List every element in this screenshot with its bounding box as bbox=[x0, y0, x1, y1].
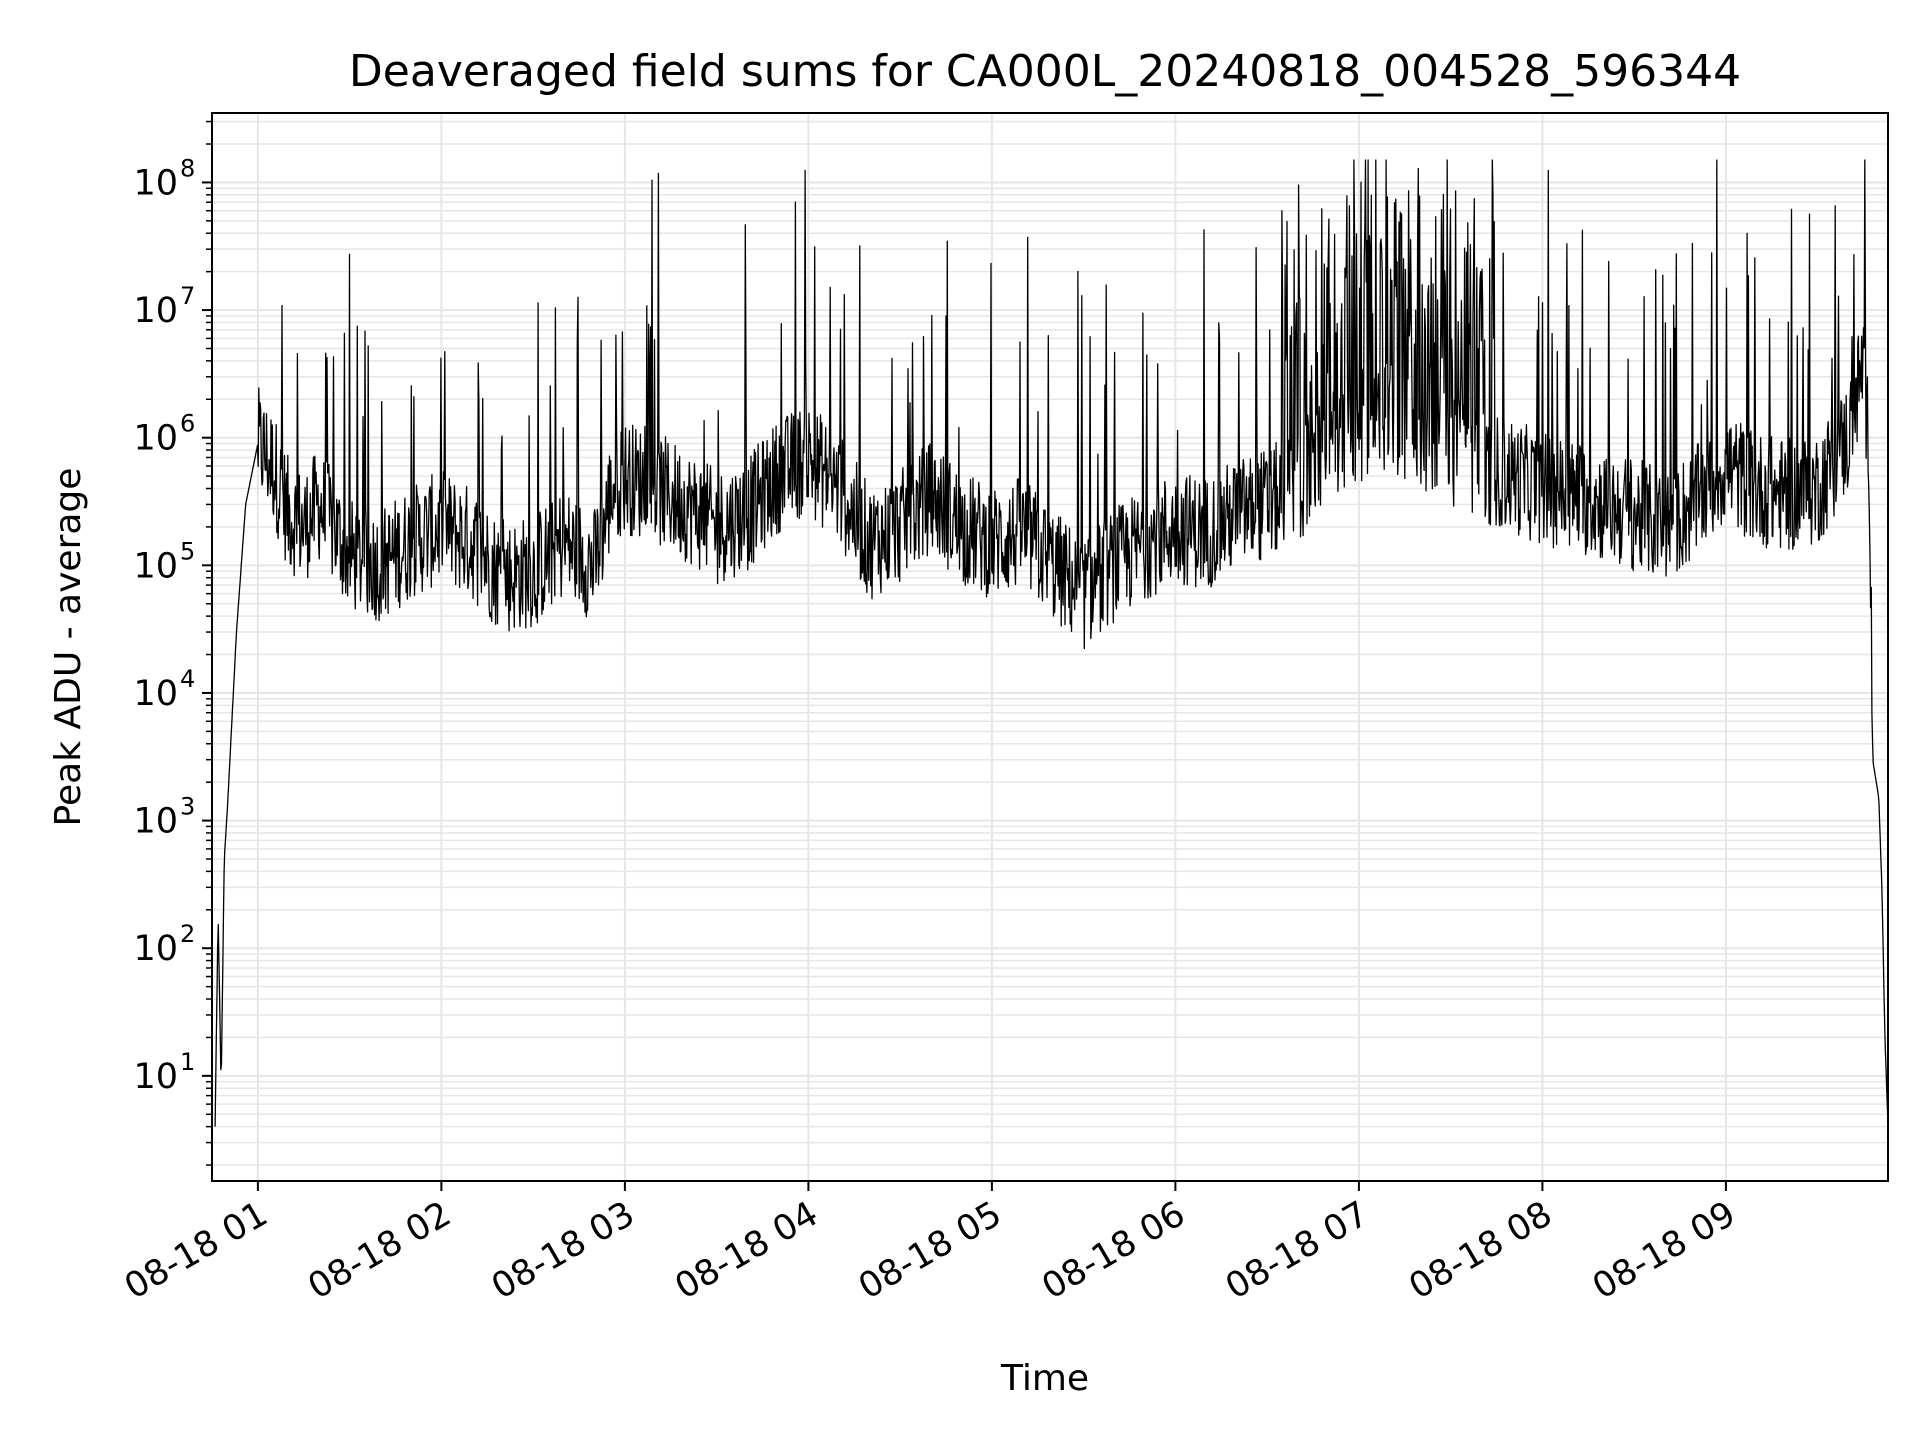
y-tick-base: 10 bbox=[133, 546, 178, 586]
y-tick-base: 10 bbox=[133, 1057, 178, 1097]
y-tick-exponent: 3 bbox=[180, 793, 195, 821]
grid bbox=[212, 113, 1888, 1181]
x-tick-label: 08-18 01 bbox=[118, 1194, 274, 1307]
chart-title: Deaveraged field sums for CA000L_2024081… bbox=[349, 46, 1741, 97]
x-tick-label: 08-18 04 bbox=[669, 1194, 825, 1307]
x-axis-label: Time bbox=[1000, 1358, 1089, 1399]
y-tick-exponent: 4 bbox=[180, 665, 195, 693]
y-tick-exponent: 8 bbox=[180, 154, 195, 182]
y-tick-base: 10 bbox=[133, 291, 178, 331]
y-tick-label: 10 bbox=[133, 419, 178, 459]
x-tick-label: 08-18 03 bbox=[485, 1194, 641, 1307]
x-tick-label: 08-18 06 bbox=[1036, 1194, 1192, 1307]
y-tick-label: 10 bbox=[133, 802, 178, 842]
y-tick-base: 10 bbox=[133, 163, 178, 203]
y-axis-label: Peak ADU - average bbox=[48, 468, 89, 827]
y-tick-label: 10 bbox=[133, 546, 178, 586]
y-tick-label: 10 bbox=[133, 1057, 178, 1097]
x-tick-label: 08-18 07 bbox=[1219, 1194, 1375, 1307]
y-tick-base: 10 bbox=[133, 674, 178, 714]
y-tick-exponent: 1 bbox=[180, 1048, 195, 1076]
x-tick-label: 08-18 08 bbox=[1403, 1194, 1559, 1307]
y-tick-base: 10 bbox=[133, 929, 178, 969]
x-tick-label: 08-18 09 bbox=[1586, 1194, 1742, 1307]
y-tick-base: 10 bbox=[133, 419, 178, 459]
y-tick-exponent: 5 bbox=[180, 537, 195, 565]
y-tick-exponent: 6 bbox=[180, 410, 195, 438]
x-tick-label: 08-18 02 bbox=[302, 1194, 458, 1307]
y-tick-label: 10 bbox=[133, 163, 178, 203]
y-tick-label: 10 bbox=[133, 291, 178, 331]
y-tick-label: 10 bbox=[133, 674, 178, 714]
plot-frame bbox=[211, 112, 1889, 1182]
y-tick-exponent: 7 bbox=[180, 282, 195, 310]
x-axis: 08-18 01 08-18 02 08-18 03 08-18 04 08-18 05… bbox=[118, 1181, 1742, 1307]
series-line bbox=[214, 159, 1889, 1127]
y-tick-label: 10 bbox=[133, 929, 178, 969]
y-tick-exponent: 2 bbox=[180, 920, 195, 948]
x-tick-label: 08-18 05 bbox=[852, 1194, 1008, 1307]
series-line-group bbox=[214, 159, 1889, 1127]
y-tick-base: 10 bbox=[133, 802, 178, 842]
